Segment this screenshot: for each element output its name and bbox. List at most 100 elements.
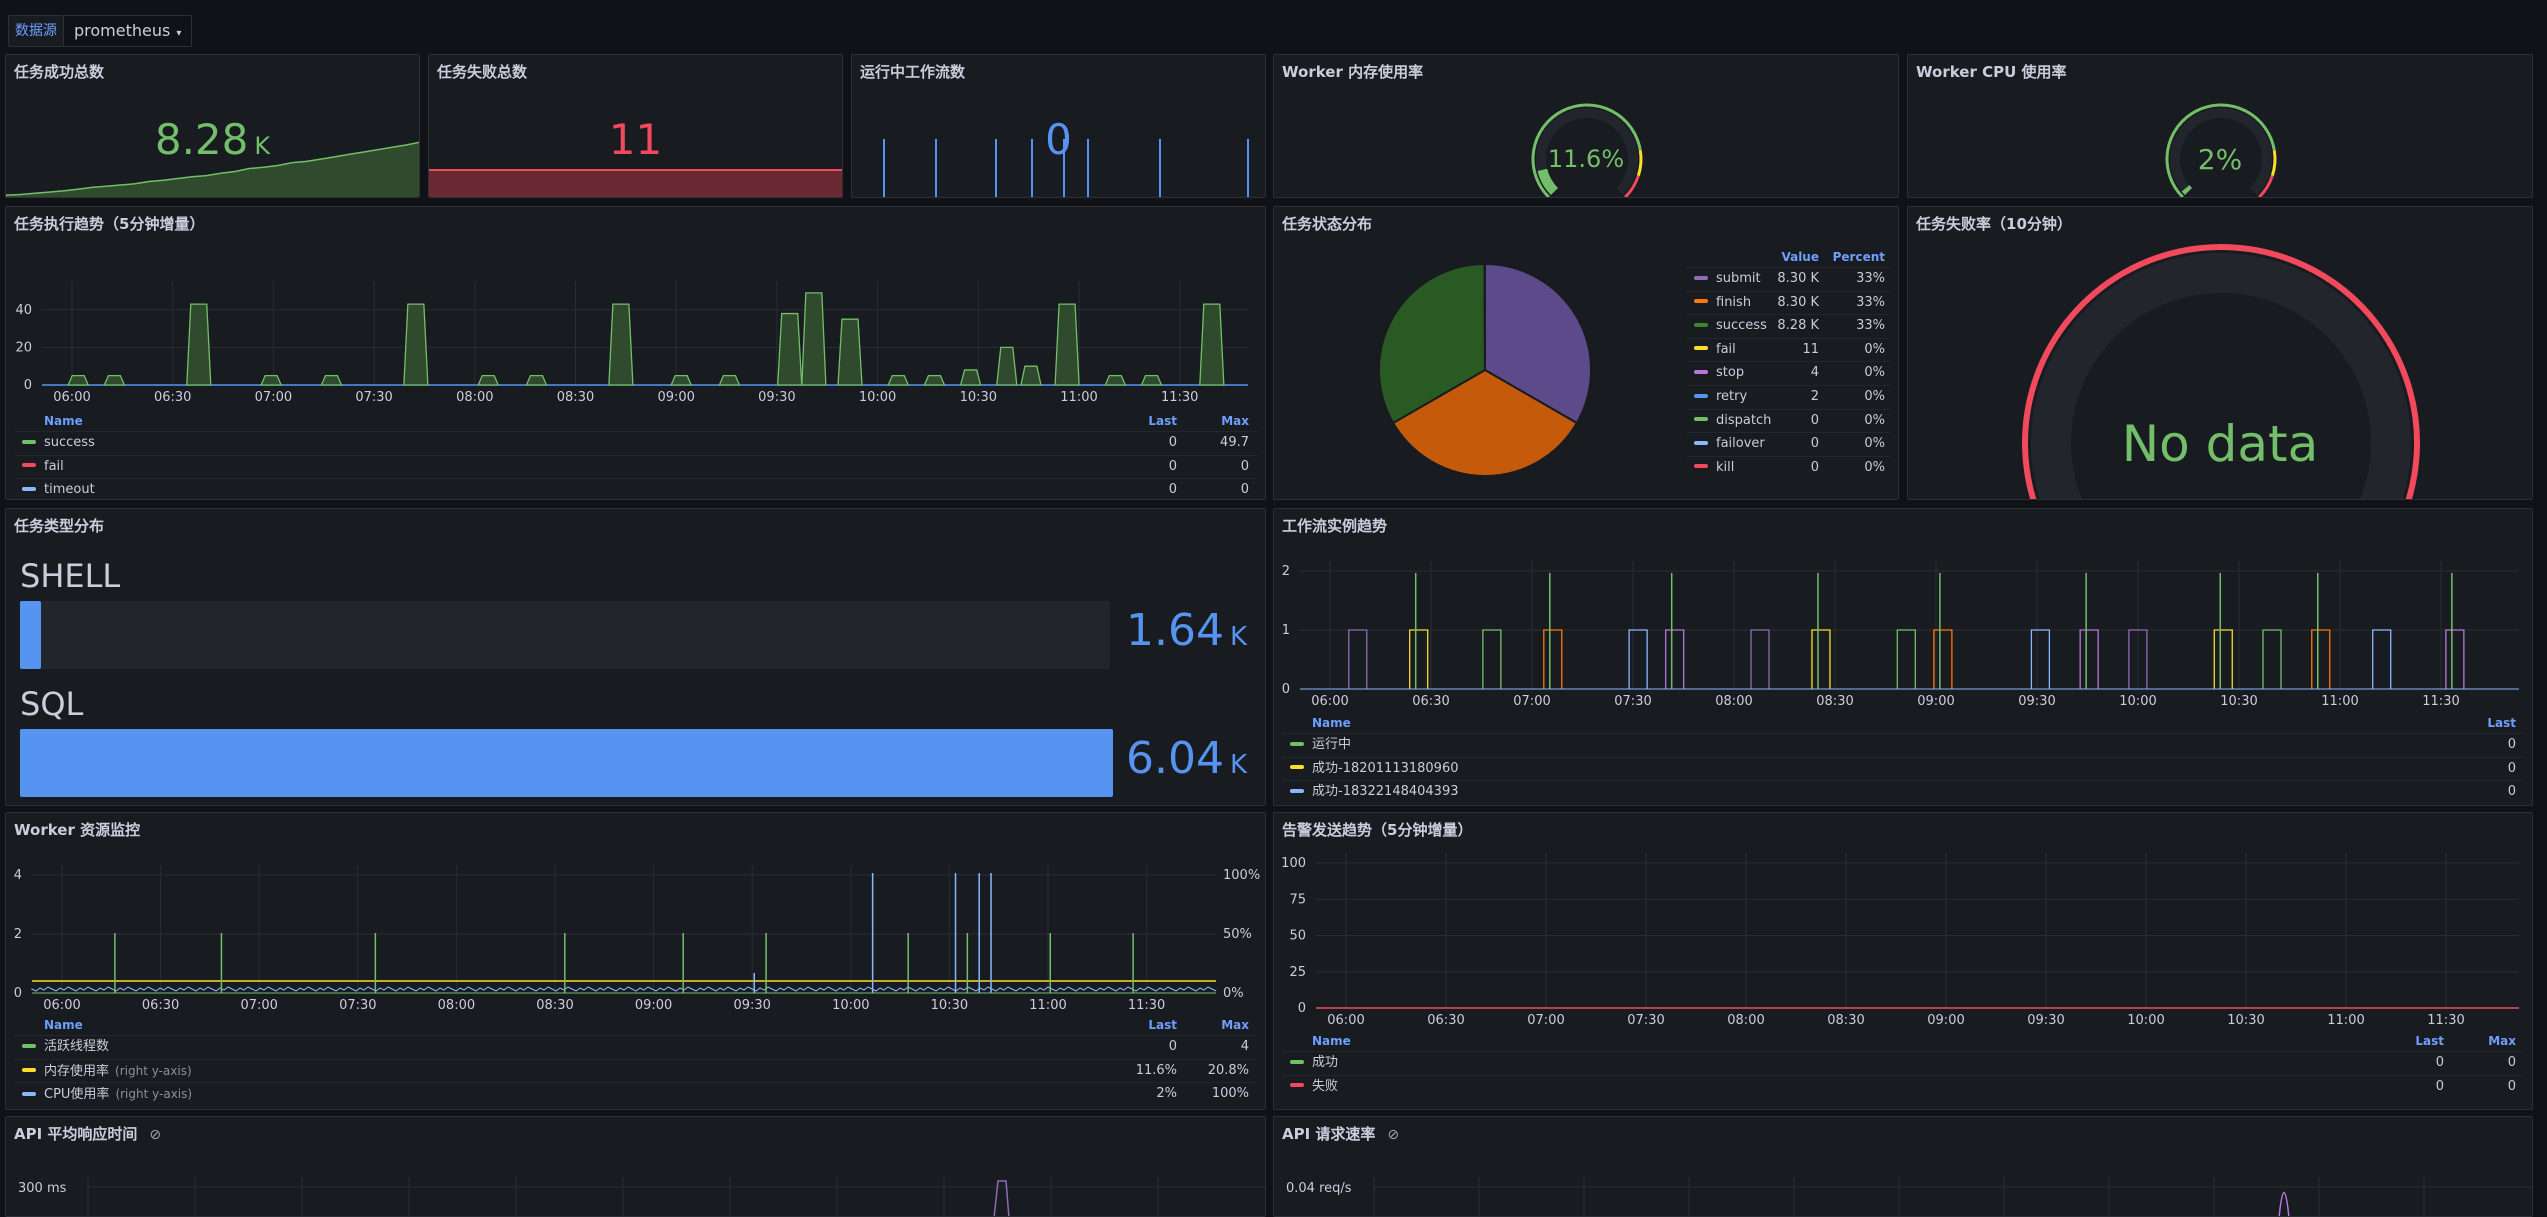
chevron-down-icon: ▾	[176, 28, 182, 39]
legend-item[interactable]: 成功-18322148404393 0	[1282, 780, 2524, 803]
legend-percent: 0%	[1864, 341, 1885, 357]
y-tick-label: 2	[14, 927, 22, 942]
panel-worker-resources[interactable]: Worker 资源监控 0 2 4 06:00 06:30 07:00 07:30 08:00…	[5, 812, 1266, 1110]
legend-value: 8.30 K	[1777, 271, 1819, 286]
bargauge-value: 1.64 K	[1126, 605, 1247, 656]
last-header[interactable]: Last	[1148, 414, 1177, 428]
x-tick-label: 08:30	[557, 390, 594, 405]
legend-swatch	[1694, 275, 1708, 280]
datasource-select[interactable]: prometheus ▾	[63, 15, 193, 47]
panel-fail-rate[interactable]: 任务失败率（10分钟） No data	[1907, 206, 2533, 500]
legend-item[interactable]: 活跃线程数 0 4	[14, 1035, 1257, 1058]
legend-name: fail	[44, 458, 64, 474]
legend-item[interactable]: 成功-18201113180960 0	[1282, 756, 2524, 780]
legend-item[interactable]: 内存使用率 (right y-axis) 11.6% 20.8%	[14, 1058, 1257, 1082]
legend-item-dispatch[interactable]: dispatch 0 0%	[1686, 408, 1891, 432]
legend-item-failover[interactable]: failover 0 0%	[1686, 432, 1891, 455]
legend-item-finish[interactable]: finish 8.30 K 33%	[1686, 290, 1891, 314]
x-tick-label: 11:30	[1161, 390, 1198, 405]
spike-chart	[883, 139, 1249, 197]
data-peak	[718, 374, 741, 386]
percent-header[interactable]: Percent	[1832, 250, 1885, 264]
legend-value: 2	[1810, 389, 1819, 404]
legend-name: success	[44, 435, 95, 450]
no-link-icon[interactable]: ⊘	[149, 1127, 162, 1143]
panel-task-type[interactable]: 任务类型分布 SHELL 1.64 K SQL 6.04 K	[5, 508, 1266, 806]
x-tick-label: 07:00	[1527, 1013, 1564, 1028]
panel-success-total[interactable]: 任务成功总数 8.28 K	[5, 54, 420, 198]
legend-item[interactable]: success 0 49.7	[14, 431, 1257, 454]
panel-running-workflows[interactable]: 运行中工作流数 0	[851, 54, 1266, 198]
legend-item-submit[interactable]: submit 8.30 K 33%	[1686, 267, 1891, 290]
legend-item-success[interactable]: success 8.28 K 33%	[1686, 314, 1891, 337]
x-tick-label: 08:00	[456, 390, 493, 405]
legend-item-fail[interactable]: fail 11 0%	[1686, 337, 1891, 361]
legend-swatch	[1694, 417, 1708, 422]
y-tick-label: 50	[1289, 929, 1306, 944]
legend-header: Name Last Max	[14, 1015, 1257, 1035]
legend-item-kill[interactable]: kill 0 0%	[1686, 455, 1891, 479]
legend-name: stop	[1716, 365, 1745, 381]
legend-swatch	[22, 463, 36, 467]
legend-max: 0	[1240, 482, 1249, 497]
x-tick-label: 11:30	[1128, 998, 1165, 1013]
legend-last: 11.6%	[1135, 1062, 1177, 1078]
legend-max: 4	[1240, 1039, 1249, 1054]
x-tick-label: 08:00	[438, 998, 475, 1013]
legend-item-stop[interactable]: stop 4 0%	[1686, 361, 1891, 384]
panel-worker-cpu[interactable]: Worker CPU 使用率 2%	[1907, 54, 2533, 198]
legend-item[interactable]: CPU使用率 (right y-axis) 2% 100%	[14, 1082, 1257, 1105]
panel-alert-trend[interactable]: 告警发送趋势（5分钟增量） 0 25 50 75 100 06:00 06:30 07:00 0…	[1273, 812, 2533, 1110]
legend-item[interactable]: 失败 0 0	[1282, 1074, 2524, 1098]
legend: Name Last Max 成功 0 0 失败 0 0	[1282, 1031, 2524, 1109]
panel-title: 任务执行趋势（5分钟增量）	[14, 215, 205, 233]
y-tick-label: 0	[1298, 1001, 1306, 1016]
last-header[interactable]: Last	[2487, 716, 2516, 730]
data-peak	[959, 369, 982, 386]
panel-workflow-trend[interactable]: 工作流实例趋势 0 1 2 06:00 06:30 07:00 07:30 08:00 08:3…	[1273, 508, 2533, 806]
max-header[interactable]: Max	[1221, 1018, 1249, 1032]
legend-item[interactable]: timeout 0 0	[14, 478, 1257, 499]
data-peak	[403, 303, 429, 386]
legend-last: 0	[1168, 1039, 1177, 1054]
series-line	[993, 1180, 1010, 1216]
legend-name: timeout	[44, 482, 95, 497]
last-header[interactable]: Last	[2415, 1034, 2444, 1048]
legend-name: finish	[1716, 294, 1752, 310]
panel-fail-total[interactable]: 任务失败总数 11	[428, 54, 843, 198]
max-header[interactable]: Max	[2488, 1034, 2516, 1048]
x-tick-label: 06:00	[53, 390, 90, 405]
no-link-icon[interactable]: ⊘	[1387, 1127, 1400, 1143]
panel-title: 工作流实例趋势	[1282, 517, 1388, 535]
panel-task-status[interactable]: 任务状态分布 Value Percent submit 8.30 K 33% finish…	[1273, 206, 1899, 500]
data-peak	[1140, 374, 1163, 386]
last-header[interactable]: Last	[1148, 1018, 1177, 1032]
legend-item-retry[interactable]: retry 2 0%	[1686, 385, 1891, 408]
name-header: Name	[44, 1018, 83, 1032]
threshold-red	[2258, 175, 2274, 197]
legend-swatch	[1290, 1083, 1304, 1087]
gauge-value: No data	[2121, 415, 2319, 473]
data-peak	[67, 374, 90, 386]
legend-item[interactable]: fail 0 0	[14, 454, 1257, 478]
legend-percent: 33%	[1856, 318, 1885, 334]
x-tick-label: 09:00	[635, 998, 672, 1013]
gauge-track	[2031, 253, 2411, 499]
legend-last: 2%	[1156, 1086, 1177, 1101]
legend-header: Name Last	[1282, 713, 2524, 733]
legend-item[interactable]: 运行中 0	[1282, 733, 2524, 756]
data-peak	[260, 374, 283, 386]
x-tick-label: 09:00	[657, 390, 694, 405]
legend-last: 0	[2435, 1078, 2444, 1094]
panel-worker-mem[interactable]: Worker 内存使用率 11.6%	[1273, 54, 1899, 198]
pie-chart	[1378, 262, 1592, 477]
x-tick-label: 06:30	[1412, 694, 1449, 709]
data-step	[1933, 629, 1953, 689]
timeseries-chart: 0 2 4 06:00 06:30 07:00 07:30 08:00 08:30 09:00 09…	[14, 865, 1260, 1013]
legend-name: 运行中	[1312, 737, 1352, 752]
panel-api-rate[interactable]: API 请求速率 ⊘ 0.04 req/s	[1273, 1116, 2533, 1217]
panel-task-trend[interactable]: 任务执行趋势（5分钟增量） 0 20 40 06:00 06:30 07:00 07:30 0…	[5, 206, 1266, 500]
max-header[interactable]: Max	[1221, 414, 1249, 428]
legend-item[interactable]: 成功 0 0	[1282, 1051, 2524, 1074]
panel-api-latency[interactable]: API 平均响应时间 ⊘ 300 ms	[5, 1116, 1266, 1217]
